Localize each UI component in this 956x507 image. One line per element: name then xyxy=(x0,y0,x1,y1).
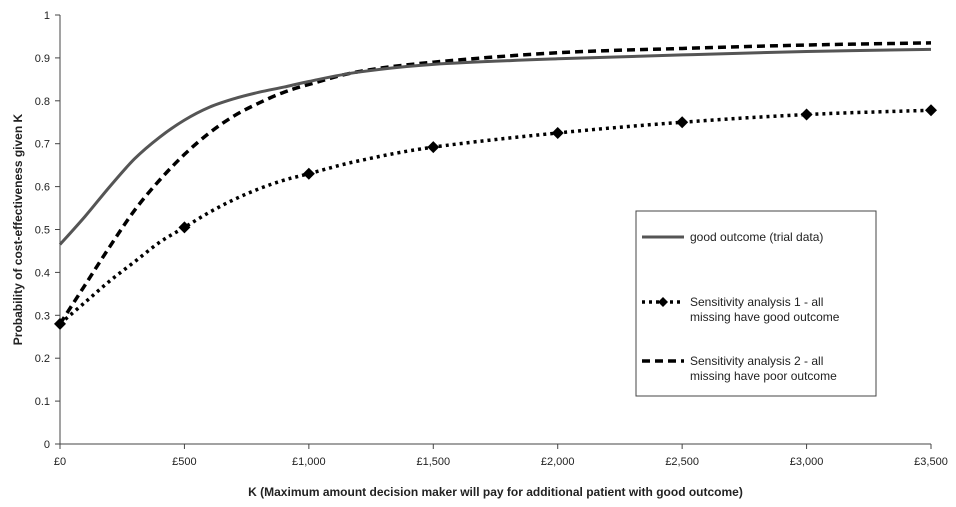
legend-label: missing have poor outcome xyxy=(690,369,837,383)
y-tick-label: 0.2 xyxy=(35,353,50,365)
y-tick-label: 0.6 xyxy=(35,182,50,194)
x-tick-label: £1,500 xyxy=(416,456,450,468)
series-1-marker xyxy=(800,108,813,121)
legend-label: missing have good outcome xyxy=(690,310,840,324)
series-1-marker xyxy=(302,167,315,180)
legend-label: Sensitivity analysis 2 - all xyxy=(690,354,823,368)
x-tick-label: £2,000 xyxy=(541,456,575,468)
series-1-marker xyxy=(676,116,689,129)
x-axis-title: K (Maximum amount decision maker will pa… xyxy=(248,485,743,499)
x-tick-label: £3,500 xyxy=(914,456,948,468)
x-tick-label: £2,500 xyxy=(665,456,699,468)
legend-label: Sensitivity analysis 1 - all xyxy=(690,295,823,309)
x-tick-label: £0 xyxy=(54,456,66,468)
x-tick-label: £3,000 xyxy=(790,456,824,468)
y-tick-label: 0.3 xyxy=(35,310,50,322)
y-tick-label: 0.9 xyxy=(35,53,50,65)
x-tick-label: £1,000 xyxy=(292,456,326,468)
y-axis-title: Probability of cost-effectiveness given … xyxy=(11,113,25,345)
x-tick-label: £500 xyxy=(172,456,196,468)
y-tick-label: 0.8 xyxy=(35,96,50,108)
series-1-marker xyxy=(427,141,440,154)
y-tick-label: 0.7 xyxy=(35,139,50,151)
y-tick-label: 0.5 xyxy=(35,225,50,237)
legend-box xyxy=(635,210,877,397)
y-tick-label: 0.4 xyxy=(35,267,50,279)
y-tick-label: 0 xyxy=(44,439,50,451)
series-1-marker xyxy=(551,126,564,139)
axes: 0 0.1 0.2 0.3 0.4 0.5 0.6 0.7 0.8 0.9 1 £0 £500 £1,00… xyxy=(11,10,948,499)
series-line-3 xyxy=(58,41,932,325)
legend: good outcome (trial data) Sensitivity ana… xyxy=(635,210,877,397)
series-1-marker xyxy=(925,104,937,117)
y-tick-label: 1 xyxy=(44,10,50,22)
series-line-1 xyxy=(58,47,932,246)
series-layer xyxy=(54,41,937,330)
series-1-marker xyxy=(178,221,191,234)
y-tick-label: 0.1 xyxy=(35,396,50,408)
legend-label: good outcome (trial data) xyxy=(690,230,823,244)
legend-marker xyxy=(658,297,668,307)
